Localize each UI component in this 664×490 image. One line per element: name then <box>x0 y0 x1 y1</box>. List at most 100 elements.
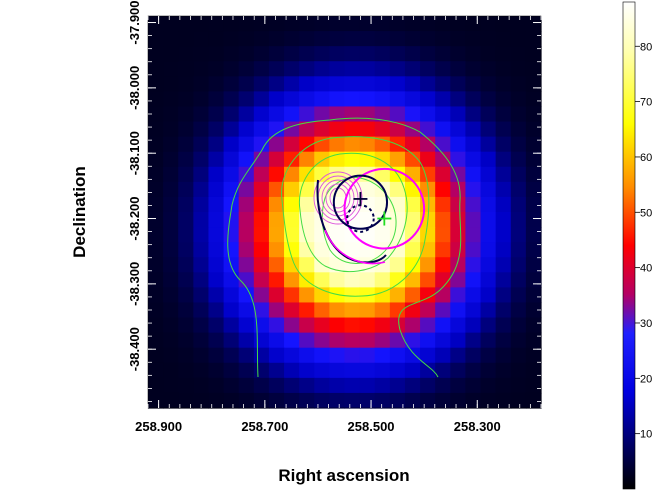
heatmap-pixel <box>299 121 315 138</box>
y-axis-ticks: -37.900 -38.000 -38.100 -38.200 -38.300 -38.4… <box>127 0 541 402</box>
heatmap-pixel <box>510 61 527 77</box>
heatmap-pixel <box>284 212 300 228</box>
heatmap-pixel <box>253 347 270 364</box>
heatmap-pixel <box>178 166 194 183</box>
heatmap-pixel <box>163 76 179 92</box>
heatmap-pixel <box>450 302 467 319</box>
heatmap-pixel <box>525 242 542 258</box>
heatmap-pixel <box>495 196 512 213</box>
colorbar-tick-label: 50 <box>640 207 652 219</box>
heatmap-pixel <box>510 272 527 288</box>
heatmap-pixel <box>223 16 240 32</box>
heatmap-pixel <box>404 242 421 258</box>
heatmap-pixel <box>404 151 421 168</box>
heatmap-pixel <box>465 61 482 77</box>
heatmap-pixel <box>420 317 436 334</box>
heatmap-pixel <box>208 287 225 304</box>
heatmap-pixel <box>148 347 164 364</box>
heatmap-pixel <box>223 196 240 213</box>
heatmap-pixel <box>495 377 512 394</box>
heatmap-pixel <box>314 136 330 153</box>
heatmap-pixel <box>510 106 527 123</box>
heatmap-pixel <box>208 151 225 168</box>
heatmap-pixel <box>238 76 255 92</box>
heatmap-pixel <box>495 136 512 153</box>
heatmap-pixel <box>359 332 376 349</box>
heatmap-pixel <box>510 242 527 258</box>
heatmap-pixel <box>253 212 270 228</box>
heatmap-pixel <box>374 106 391 123</box>
heatmap-pixel <box>389 46 406 62</box>
heatmap-pixel <box>404 332 421 349</box>
heatmap-pixel <box>178 151 194 168</box>
heatmap-pixel <box>374 76 391 92</box>
heatmap-pixel <box>178 362 194 379</box>
heatmap-pixel <box>284 317 300 334</box>
heatmap-pixel <box>435 377 451 394</box>
error-ellipse-arc <box>316 179 387 264</box>
heatmap-pixel <box>329 106 346 123</box>
heatmap-pixel <box>465 16 482 32</box>
heatmap-pixel <box>510 212 527 228</box>
heatmap-pixel <box>299 287 315 304</box>
heatmap-pixel <box>268 347 285 364</box>
heatmap-pixel <box>193 181 210 198</box>
heatmap-pixel <box>465 272 482 288</box>
heatmap-pixel <box>178 347 194 364</box>
heatmap-pixel <box>314 16 330 32</box>
heatmap-pixel <box>510 166 527 183</box>
heatmap-pixel <box>299 76 315 92</box>
heatmap-pixel <box>450 46 467 62</box>
heatmap-pixel <box>253 257 270 273</box>
heatmap-pixel <box>314 347 330 364</box>
heatmap-pixel <box>314 272 330 288</box>
heatmap-pixel <box>359 91 376 108</box>
heatmap-pixel <box>359 196 376 213</box>
heatmap-pixel <box>208 181 225 198</box>
heatmap-pixel <box>495 91 512 108</box>
heatmap-pixel <box>329 16 346 32</box>
heatmap-pixel <box>148 392 164 409</box>
heatmap-pixel <box>435 76 451 92</box>
heatmap-pixel <box>510 362 527 379</box>
heatmap-pixel <box>374 46 391 62</box>
heatmap-pixel <box>223 136 240 153</box>
heatmap-pixel <box>344 317 361 334</box>
heatmap-pixel <box>314 377 330 394</box>
heatmap-pixel <box>510 332 527 349</box>
heatmap-pixel <box>193 151 210 168</box>
heatmap-pixel <box>163 106 179 123</box>
heatmap-pixel <box>238 151 255 168</box>
heatmap-pixel <box>404 362 421 379</box>
heatmap-pixel <box>178 272 194 288</box>
heatmap-pixel <box>495 166 512 183</box>
heatmap-pixel <box>465 166 482 183</box>
heatmap-pixel <box>465 377 482 394</box>
heatmap-pixel <box>344 287 361 304</box>
heatmap-pixel <box>238 317 255 334</box>
emission-contour-line <box>325 183 351 213</box>
heatmap-pixel <box>525 181 542 198</box>
heatmap-pixel <box>435 31 451 47</box>
heatmap-pixel <box>480 166 497 183</box>
heatmap-pixel <box>435 287 451 304</box>
heatmap-pixel <box>450 106 467 123</box>
x-axis-title: Right ascension <box>278 466 409 485</box>
heatmap-pixel <box>510 151 527 168</box>
heatmap-pixel <box>238 181 255 198</box>
heatmap-pixel <box>178 121 194 138</box>
colorbar-tick-label: 10 <box>640 429 652 441</box>
heatmap-pixel <box>344 121 361 138</box>
heatmap-pixel <box>268 377 285 394</box>
heatmap-pixel <box>525 317 542 334</box>
heatmap-pixel <box>420 166 436 183</box>
heatmap-pixel <box>253 16 270 32</box>
heatmap-pixel <box>465 302 482 319</box>
heatmap-pixel <box>450 257 467 273</box>
heatmap-pixel <box>223 91 240 108</box>
heatmap-pixel <box>208 257 225 273</box>
heatmap-pixel <box>253 106 270 123</box>
heatmap-pixel <box>344 302 361 319</box>
heatmap-pixel <box>314 242 330 258</box>
heatmap-pixel <box>450 181 467 198</box>
